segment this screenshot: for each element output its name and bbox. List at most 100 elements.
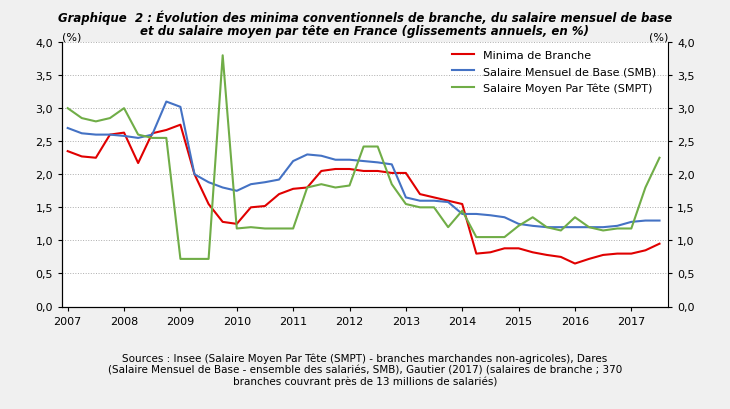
Minima de Branche [388,171,396,176]
Minima de Branche [261,204,269,209]
Minima de Branche [514,246,523,251]
Line: Salaire Moyen Par Tête (SMPT): Salaire Moyen Par Tête (SMPT) [68,56,659,259]
Salaire Moyen Par Tête (SMPT) [120,106,128,111]
Salaire Moyen Par Tête (SMPT) [148,136,157,141]
Salaire Mensuel de Base (SMB) [232,189,241,194]
Minima de Branche [430,196,439,200]
Salaire Moyen Par Tête (SMPT) [77,116,86,121]
Salaire Moyen Par Tête (SMPT) [388,182,396,187]
Text: (%): (%) [648,32,668,43]
Minima de Branche [176,123,185,128]
Minima de Branche [148,132,157,137]
Salaire Mensuel de Base (SMB) [77,132,86,137]
Minima de Branche [345,167,354,172]
Minima de Branche [486,250,495,255]
Salaire Mensuel de Base (SMB) [641,218,650,223]
Salaire Moyen Par Tête (SMPT) [556,229,565,234]
Salaire Mensuel de Base (SMB) [303,153,312,157]
Minima de Branche [91,156,100,161]
Salaire Mensuel de Base (SMB) [162,100,171,105]
Salaire Mensuel de Base (SMB) [120,134,128,139]
Minima de Branche [627,252,636,256]
Salaire Mensuel de Base (SMB) [176,105,185,110]
Salaire Moyen Par Tête (SMPT) [542,225,551,230]
Minima de Branche [218,220,227,225]
Minima de Branche [472,252,480,256]
Salaire Mensuel de Base (SMB) [627,220,636,225]
Salaire Mensuel de Base (SMB) [486,213,495,218]
Minima de Branche [500,246,509,251]
Minima de Branche [289,187,298,192]
Salaire Moyen Par Tête (SMPT) [430,205,439,210]
Salaire Mensuel de Base (SMB) [106,133,115,138]
Salaire Moyen Par Tête (SMPT) [613,227,622,231]
Salaire Moyen Par Tête (SMPT) [415,205,424,210]
Salaire Moyen Par Tête (SMPT) [204,257,213,262]
Salaire Moyen Par Tête (SMPT) [627,227,636,231]
Salaire Moyen Par Tête (SMPT) [444,225,453,230]
Text: Graphique  2 : Évolution des minima conventionnels de branche, du salaire mensue: Graphique 2 : Évolution des minima conve… [58,10,672,25]
Minima de Branche [613,252,622,256]
Salaire Moyen Par Tête (SMPT) [529,215,537,220]
Minima de Branche [458,202,466,207]
Salaire Moyen Par Tête (SMPT) [162,136,171,141]
Salaire Mensuel de Base (SMB) [289,159,298,164]
Salaire Moyen Par Tête (SMPT) [289,227,298,231]
Minima de Branche [274,192,283,197]
Minima de Branche [529,250,537,255]
Minima de Branche [571,261,580,266]
Salaire Mensuel de Base (SMB) [542,225,551,230]
Salaire Moyen Par Tête (SMPT) [500,235,509,240]
Salaire Mensuel de Base (SMB) [373,160,382,165]
Salaire Mensuel de Base (SMB) [556,225,565,230]
Salaire Mensuel de Base (SMB) [148,133,157,138]
Text: Sources : Insee (Salaire Moyen Par Tête (SMPT) - branches marchandes non-agricol: Sources : Insee (Salaire Moyen Par Tête … [108,352,622,387]
Salaire Mensuel de Base (SMB) [415,199,424,204]
Minima de Branche [303,186,312,191]
Salaire Moyen Par Tête (SMPT) [641,186,650,191]
Minima de Branche [585,257,593,262]
Minima de Branche [162,128,171,133]
Salaire Moyen Par Tête (SMPT) [134,133,142,138]
Salaire Moyen Par Tête (SMPT) [402,202,410,207]
Minima de Branche [599,253,607,258]
Salaire Moyen Par Tête (SMPT) [106,116,115,121]
Salaire Moyen Par Tête (SMPT) [514,224,523,229]
Minima de Branche [331,167,339,172]
Salaire Mensuel de Base (SMB) [274,178,283,182]
Line: Salaire Mensuel de Base (SMB): Salaire Mensuel de Base (SMB) [68,102,659,227]
Salaire Moyen Par Tête (SMPT) [317,182,326,187]
Salaire Moyen Par Tête (SMPT) [303,186,312,191]
Minima de Branche [64,149,72,154]
Salaire Mensuel de Base (SMB) [91,133,100,138]
Salaire Mensuel de Base (SMB) [571,225,580,230]
Salaire Mensuel de Base (SMB) [444,200,453,205]
Legend: Minima de Branche, Salaire Mensuel de Base (SMB), Salaire Moyen Par Tête (SMPT): Minima de Branche, Salaire Mensuel de Ba… [449,48,660,97]
Salaire Mensuel de Base (SMB) [134,136,142,141]
Minima de Branche [556,255,565,260]
Salaire Mensuel de Base (SMB) [204,180,213,185]
Salaire Mensuel de Base (SMB) [430,199,439,204]
Salaire Moyen Par Tête (SMPT) [599,229,607,234]
Salaire Moyen Par Tête (SMPT) [261,227,269,231]
Minima de Branche [402,171,410,176]
Minima de Branche [106,133,115,138]
Minima de Branche [444,199,453,204]
Salaire Mensuel de Base (SMB) [655,218,664,223]
Minima de Branche [204,202,213,207]
Salaire Moyen Par Tête (SMPT) [655,156,664,161]
Salaire Mensuel de Base (SMB) [402,196,410,200]
Minima de Branche [359,169,368,174]
Salaire Mensuel de Base (SMB) [458,212,466,217]
Salaire Mensuel de Base (SMB) [500,215,509,220]
Salaire Moyen Par Tête (SMPT) [571,215,580,220]
Salaire Mensuel de Base (SMB) [472,212,480,217]
Salaire Moyen Par Tête (SMPT) [232,227,241,231]
Salaire Moyen Par Tête (SMPT) [345,184,354,189]
Salaire Mensuel de Base (SMB) [585,225,593,230]
Salaire Moyen Par Tête (SMPT) [274,227,283,231]
Salaire Moyen Par Tête (SMPT) [91,119,100,124]
Salaire Moyen Par Tête (SMPT) [359,145,368,150]
Text: et du salaire moyen par tête en France (glissements annuels, en %): et du salaire moyen par tête en France (… [140,25,590,38]
Minima de Branche [373,169,382,174]
